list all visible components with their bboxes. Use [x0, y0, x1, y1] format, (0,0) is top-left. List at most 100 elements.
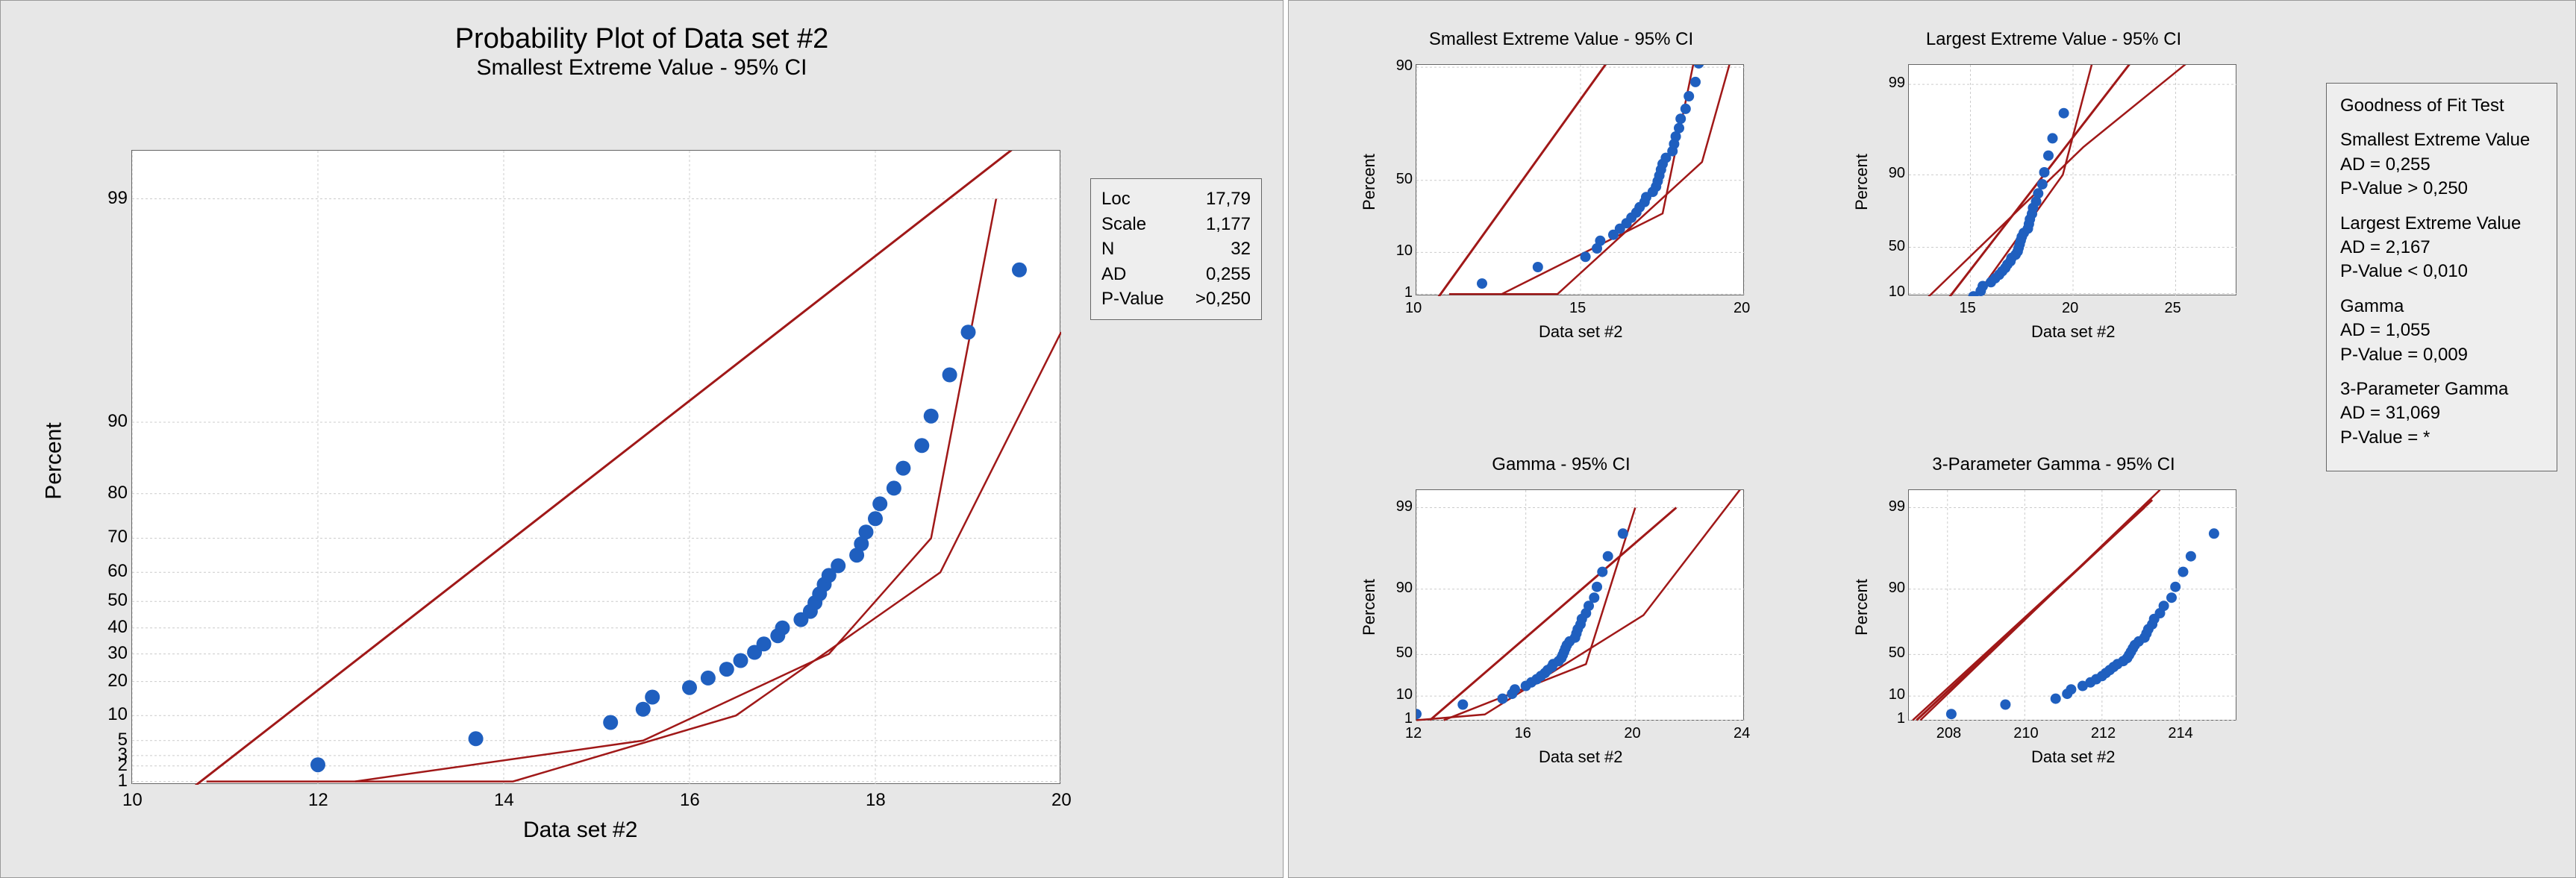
gof-ad: AD = 31,069 [2340, 401, 2543, 425]
small-ytick: 1 [1387, 710, 1413, 727]
small-plot-area [1416, 64, 1744, 295]
small-chart-2: Gamma - 95% CIPercentData set #212162024… [1363, 448, 1759, 754]
main-ylabel: Percent [42, 422, 67, 499]
stat-pval-val: >0,250 [1195, 286, 1251, 312]
main-ytick: 90 [98, 411, 128, 432]
small-ytick: 10 [1880, 686, 1905, 703]
gof-ad: AD = 1,055 [2340, 319, 2543, 342]
main-chart-subtitle: Smallest Extreme Value - 95% CI [1, 55, 1283, 81]
stat-loc-label: Loc [1101, 186, 1131, 212]
small-xtick: 212 [2091, 725, 2116, 742]
main-ytick: 5 [98, 730, 128, 750]
small-ytick: 50 [1387, 645, 1413, 662]
small-ylabel: Percent [1360, 579, 1379, 636]
small-xtick: 10 [1405, 300, 1422, 317]
gof-pval: P-Value < 0,010 [2340, 260, 2543, 283]
main-xtick: 20 [1051, 790, 1072, 811]
main-ytick: 30 [98, 643, 128, 664]
stat-ad-label: AD [1101, 262, 1126, 287]
main-probability-plot [131, 150, 1060, 784]
main-ytick: 10 [98, 704, 128, 725]
main-ytick: 20 [98, 671, 128, 692]
small-xtick: 20 [1734, 300, 1750, 317]
small-ytick: 10 [1387, 686, 1413, 703]
gof-dist-name: 3-Parameter Gamma [2340, 377, 2543, 401]
small-ytick: 90 [1387, 580, 1413, 597]
small-xtick: 208 [1936, 725, 1961, 742]
small-chart-0: Smallest Extreme Value - 95% CIPercentDa… [1363, 23, 1759, 329]
small-chart-title: Gamma - 95% CI [1363, 454, 1759, 475]
stat-scale-val: 1,177 [1206, 212, 1251, 237]
small-plot-area [1908, 64, 2236, 295]
small-xtick: 16 [1515, 725, 1531, 742]
main-xtick: 18 [866, 790, 886, 811]
small-ytick: 99 [1880, 75, 1905, 92]
small-ytick: 90 [1880, 165, 1905, 182]
small-xtick: 24 [1734, 725, 1750, 742]
small-xtick: 214 [2168, 725, 2192, 742]
main-chart-title: Probability Plot of Data set #2 [1, 23, 1283, 55]
stat-pval-label: P-Value [1101, 286, 1164, 312]
main-ytick: 40 [98, 617, 128, 638]
small-xtick: 210 [2013, 725, 2038, 742]
small-xlabel: Data set #2 [1539, 747, 1623, 767]
small-xtick: 15 [1569, 300, 1586, 317]
main-ytick: 60 [98, 561, 128, 582]
gof-ad: AD = 0,255 [2340, 153, 2543, 177]
gof-ad: AD = 2,167 [2340, 236, 2543, 260]
small-chart-1: Largest Extreme Value - 95% CIPercentDat… [1856, 23, 2251, 329]
small-xlabel: Data set #2 [2031, 747, 2116, 767]
gof-pval: P-Value = 0,009 [2340, 343, 2543, 367]
gof-group: GammaAD = 1,055P-Value = 0,009 [2340, 295, 2543, 377]
small-xlabel: Data set #2 [1539, 322, 1623, 342]
goodness-of-fit-box: Goodness of Fit Test Smallest Extreme Va… [2326, 83, 2557, 471]
small-ytick: 10 [1387, 242, 1413, 260]
small-ytick: 99 [1880, 498, 1905, 515]
main-ytick: 99 [98, 188, 128, 209]
small-ytick: 1 [1387, 284, 1413, 301]
gof-dist-name: Gamma [2340, 295, 2543, 319]
small-ytick: 50 [1387, 171, 1413, 188]
small-chart-title: Largest Extreme Value - 95% CI [1856, 29, 2251, 50]
small-ytick: 50 [1880, 645, 1905, 662]
small-ytick: 10 [1880, 283, 1905, 301]
gof-group: 3-Parameter GammaAD = 31,069P-Value = * [2340, 377, 2543, 460]
small-chart-title: Smallest Extreme Value - 95% CI [1363, 29, 1759, 50]
left-panel: Probability Plot of Data set #2 Smallest… [0, 0, 1284, 878]
small-xtick: 12 [1405, 725, 1422, 742]
main-xtick: 14 [494, 790, 514, 811]
small-plot-area [1416, 489, 1744, 721]
small-chart-3: 3-Parameter Gamma - 95% CIPercentData se… [1856, 448, 2251, 754]
small-ytick: 90 [1387, 57, 1413, 75]
small-xtick: 25 [2165, 300, 2181, 317]
main-xtick: 10 [122, 790, 143, 811]
main-xtick: 12 [308, 790, 328, 811]
stat-n-val: 32 [1231, 236, 1251, 262]
small-chart-title: 3-Parameter Gamma - 95% CI [1856, 454, 2251, 475]
main-xtick: 16 [680, 790, 700, 811]
gof-title: Goodness of Fit Test [2340, 94, 2543, 118]
small-xlabel: Data set #2 [2031, 322, 2116, 342]
small-ylabel: Percent [1852, 579, 1872, 636]
small-ytick: 50 [1880, 238, 1905, 255]
stat-scale-label: Scale [1101, 212, 1146, 237]
small-xtick: 20 [2062, 300, 2078, 317]
small-plot-area [1908, 489, 2236, 721]
small-ytick: 1 [1880, 710, 1905, 727]
small-xtick: 15 [1960, 300, 1976, 317]
gof-group: Largest Extreme ValueAD = 2,167P-Value <… [2340, 212, 2543, 295]
gof-pval: P-Value = * [2340, 426, 2543, 450]
right-panel: Smallest Extreme Value - 95% CI Percent Da… [1288, 0, 2576, 878]
small-ytick: 90 [1880, 580, 1905, 597]
stat-loc-val: 17,79 [1206, 186, 1251, 212]
small-ylabel: Percent [1852, 154, 1872, 210]
small-ylabel: Percent [1360, 154, 1379, 210]
small-xtick: 20 [1624, 725, 1640, 742]
gof-pval: P-Value > 0,250 [2340, 177, 2543, 201]
gof-dist-name: Smallest Extreme Value [2340, 128, 2543, 152]
main-ytick: 50 [98, 590, 128, 611]
stat-n-label: N [1101, 236, 1114, 262]
main-xlabel: Data set #2 [523, 818, 637, 843]
main-ytick: 80 [98, 483, 128, 504]
stats-box: Loc17,79 Scale1,177 N32 AD0,255 P-Value>… [1090, 178, 1262, 320]
